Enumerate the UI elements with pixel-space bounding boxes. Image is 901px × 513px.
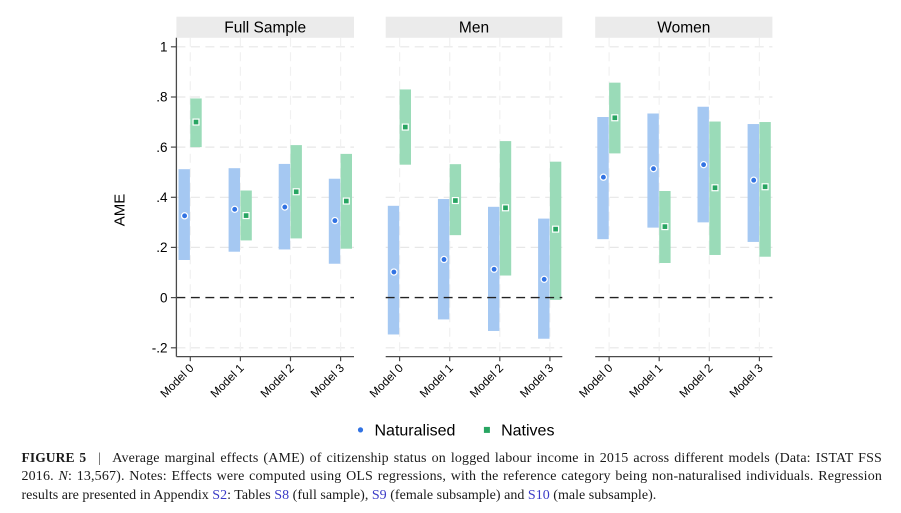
svg-text:Naturalised: Naturalised: [375, 423, 456, 440]
svg-text:1: 1: [160, 40, 168, 55]
svg-text:0: 0: [160, 290, 168, 305]
svg-text:Model 3: Model 3: [308, 362, 347, 401]
svg-text:Model 2: Model 2: [258, 362, 297, 401]
svg-text:Model 3: Model 3: [727, 362, 766, 401]
svg-text:AME: AME: [112, 194, 129, 227]
svg-text:Model 0: Model 0: [577, 361, 616, 400]
svg-text:Men: Men: [459, 20, 489, 37]
svg-text:.6: .6: [156, 140, 167, 155]
svg-text:Women: Women: [657, 20, 710, 37]
svg-text:-.2: -.2: [152, 341, 168, 356]
svg-text:Model 0: Model 0: [367, 361, 406, 400]
svg-text:Model 3: Model 3: [518, 362, 557, 401]
svg-text:Natives: Natives: [501, 423, 554, 440]
svg-text:Model 1: Model 1: [417, 362, 456, 401]
svg-text:Model 2: Model 2: [468, 362, 507, 401]
svg-text:Model 0: Model 0: [158, 361, 197, 400]
svg-text:Model 1: Model 1: [208, 362, 247, 401]
svg-text:.2: .2: [156, 240, 167, 255]
svg-text:Model 2: Model 2: [677, 362, 716, 401]
svg-text:.4: .4: [156, 190, 168, 205]
svg-text:.8: .8: [156, 90, 167, 105]
svg-text:Model 1: Model 1: [627, 362, 666, 401]
svg-text:Full Sample: Full Sample: [224, 20, 306, 37]
